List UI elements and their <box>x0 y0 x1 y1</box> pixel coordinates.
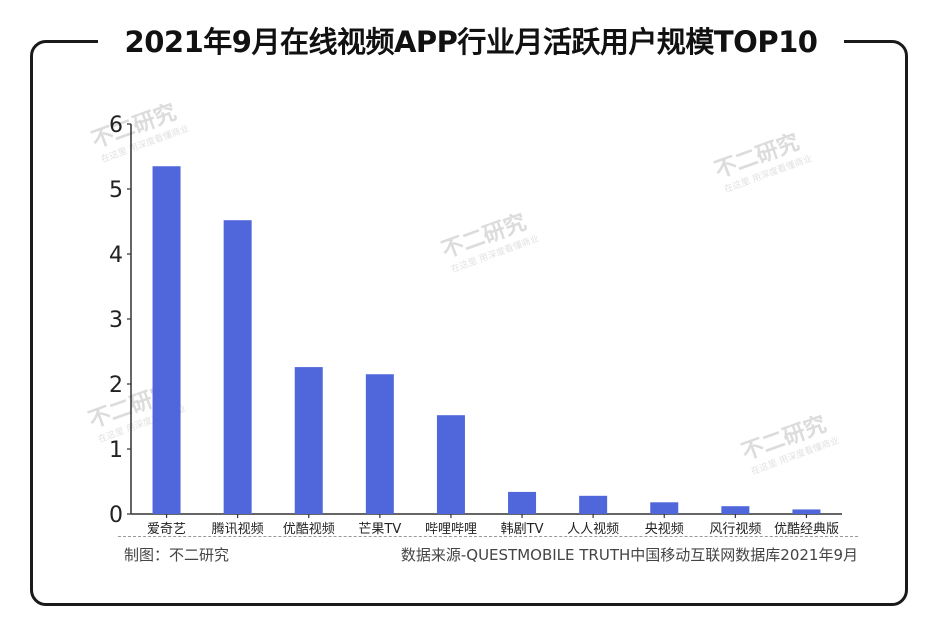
y-tick-label: 5 <box>109 178 123 203</box>
title-background <box>98 20 844 64</box>
chart-title: 2021年9月在线视频APP行业月活跃用户规模TOP10 <box>124 25 818 59</box>
x-tick-label: 人人视频 <box>567 522 619 537</box>
y-tick-label: 1 <box>109 438 123 463</box>
x-tick-label: 腾讯视频 <box>212 521 264 537</box>
bar-2 <box>223 220 252 514</box>
x-tick-label: 爱奇艺 <box>147 521 186 537</box>
y-tick-label: 2 <box>109 373 123 398</box>
y-tick-label: 0 <box>109 503 123 528</box>
y-tick-label: 4 <box>109 243 123 268</box>
bar-5 <box>436 415 465 514</box>
x-tick-labels: 爱奇艺 腾讯视频 优酷视频 芒果TV 哔哩哔哩 韩剧TV 人人视频 央视频 风行视频 优酷经典版 <box>147 521 839 537</box>
bar-4 <box>365 374 394 514</box>
x-tick-label: 风行视频 <box>709 522 761 537</box>
x-tick-label: 优酷视频 <box>283 522 335 537</box>
footer-credit: 制图：不二研究 <box>124 546 230 564</box>
x-tick-label: 哔哩哔哩 <box>425 522 477 537</box>
x-tick-label: 芒果TV <box>358 521 401 537</box>
bar-3 <box>294 367 323 514</box>
bar-9 <box>721 506 750 514</box>
chart-bars <box>152 166 821 514</box>
y-tick-label: 6 <box>109 113 123 138</box>
y-tick-label: 3 <box>109 308 123 333</box>
footer-source: 数据来源-QUESTMOBILE TRUTH中国移动互联网数据库2021年9月 <box>400 546 858 564</box>
bar-10 <box>792 509 821 514</box>
x-tick-label: 央视频 <box>645 522 684 537</box>
bar-8 <box>650 502 679 514</box>
x-tick-label: 韩剧TV <box>501 522 544 537</box>
x-tick-label: 优酷经典版 <box>774 522 839 537</box>
footer-divider <box>118 536 858 537</box>
bar-6 <box>508 491 537 514</box>
bar-1 <box>152 166 181 514</box>
bar-7 <box>579 495 608 514</box>
y-tick-labels: 0 1 2 3 4 5 6 <box>109 113 123 528</box>
